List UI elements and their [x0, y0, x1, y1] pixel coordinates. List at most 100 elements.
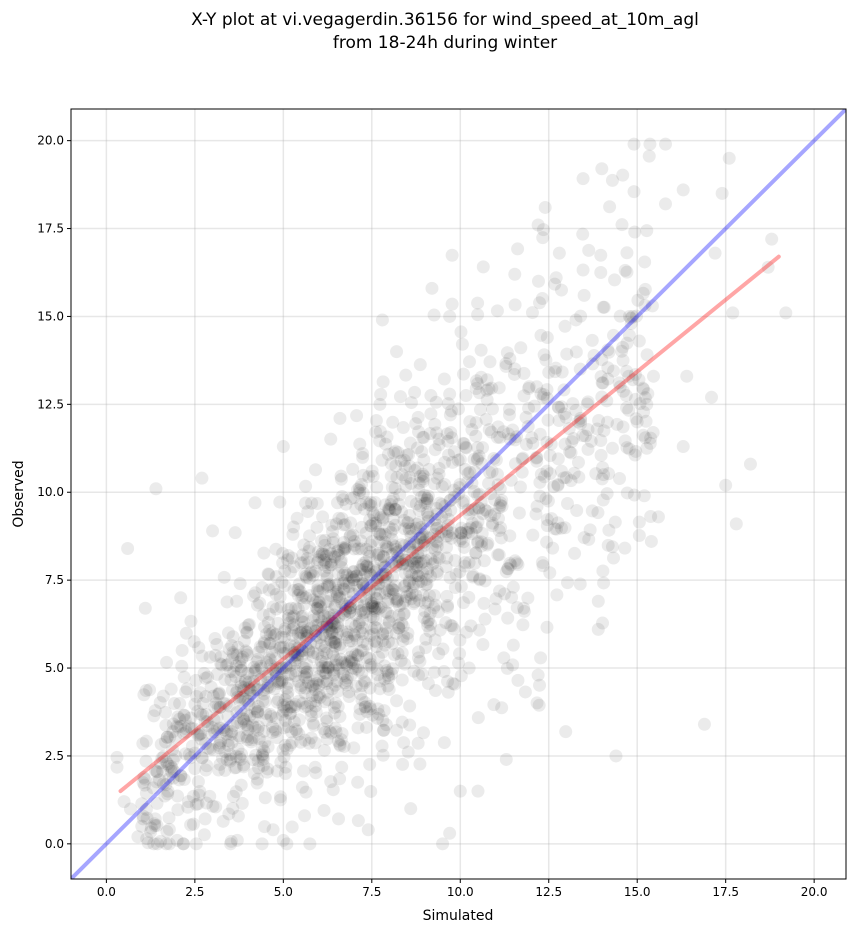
scatter-point [363, 658, 377, 672]
scatter-point [299, 631, 313, 645]
scatter-point [235, 796, 249, 810]
scatter-point [404, 802, 418, 816]
x-tick-label: 10.0 [447, 885, 474, 899]
scatter-point [234, 752, 248, 766]
scatter-point [329, 725, 343, 739]
scatter-point [240, 648, 254, 662]
scatter-point [324, 618, 338, 632]
scatter-point [373, 587, 387, 601]
scatter-point [177, 837, 191, 851]
scatter-point [371, 702, 385, 716]
scatter-point [248, 586, 262, 600]
scatter-point [597, 576, 611, 590]
scatter-point [385, 609, 399, 623]
scatter-point [344, 516, 358, 530]
scatter-point [416, 726, 430, 740]
scatter-point [210, 667, 224, 681]
scatter-point [352, 617, 366, 631]
scatter-point [602, 345, 616, 359]
scatter-point [246, 753, 260, 767]
scatter-point [189, 673, 203, 687]
scatter-point [297, 628, 311, 642]
scatter-point [338, 573, 352, 587]
scatter-point [322, 660, 336, 674]
scatter-point [292, 583, 306, 597]
scatter-point [620, 364, 634, 378]
scatter-point [258, 791, 272, 805]
scatter-point [367, 601, 381, 615]
scatter-point [330, 496, 344, 510]
scatter-point [269, 669, 283, 683]
scatter-point [294, 735, 308, 749]
scatter-point [226, 646, 240, 660]
scatter-point [326, 536, 340, 550]
scatter-point [539, 353, 553, 367]
scatter-point [331, 734, 345, 748]
scatter-point [363, 583, 377, 597]
scatter-point [312, 669, 326, 683]
scatter-point [213, 736, 227, 750]
scatter-point [266, 725, 280, 739]
scatter-point [143, 683, 157, 697]
scatter-point [490, 304, 504, 318]
scatter-point [291, 588, 305, 602]
scatter-point [358, 700, 372, 714]
scatter-point [344, 528, 358, 542]
scatter-point [275, 708, 289, 722]
scatter-point [418, 604, 432, 618]
scatter-point [574, 414, 588, 428]
scatter-point [440, 427, 454, 441]
scatter-point [110, 750, 124, 764]
scatter-point [428, 543, 442, 557]
scatter-point [364, 784, 378, 798]
scatter-point [188, 697, 202, 711]
scatter-point [306, 678, 320, 692]
scatter-point [577, 531, 591, 545]
scatter-point [252, 720, 266, 734]
scatter-point [317, 609, 331, 623]
scatter-point [309, 595, 323, 609]
scatter-point [356, 558, 370, 572]
scatter-point [540, 513, 554, 527]
scatter-point [369, 613, 383, 627]
scatter-point [548, 365, 562, 379]
scatter-point [305, 689, 319, 703]
scatter-point [418, 496, 432, 510]
scatter-point [281, 668, 295, 682]
scatter-point [480, 383, 494, 397]
scatter-point [411, 736, 425, 750]
scatter-point [502, 408, 516, 422]
scatter-point [185, 722, 199, 736]
scatter-point [176, 837, 190, 851]
scatter-point [378, 659, 392, 673]
scatter-point [280, 837, 294, 851]
scatter-point [471, 711, 485, 725]
y-tick-label: 0.0 [45, 837, 64, 851]
scatter-point [371, 578, 385, 592]
scatter-point [386, 662, 400, 676]
scatter-point [342, 685, 356, 699]
scatter-point [353, 483, 367, 497]
scatter-point [352, 663, 366, 677]
scatter-point [315, 638, 329, 652]
scatter-point [585, 504, 599, 518]
scatter-point [518, 685, 532, 699]
scatter-point [299, 785, 313, 799]
scatter-point [501, 427, 515, 441]
scatter-point [620, 246, 634, 260]
scatter-point [276, 704, 290, 718]
scatter-point [427, 308, 441, 322]
scatter-point [472, 501, 486, 515]
scatter-point [309, 629, 323, 643]
scatter-point [441, 518, 455, 532]
scatter-point [299, 681, 313, 695]
scatter-point [395, 538, 409, 552]
scatter-point [529, 507, 543, 521]
scatter-point [381, 595, 395, 609]
scatter-point [359, 650, 373, 664]
scatter-point [336, 568, 350, 582]
scatter-point [522, 401, 536, 415]
scatter-point [180, 682, 194, 696]
scatter-point [591, 622, 605, 636]
scatter-point [471, 488, 485, 502]
